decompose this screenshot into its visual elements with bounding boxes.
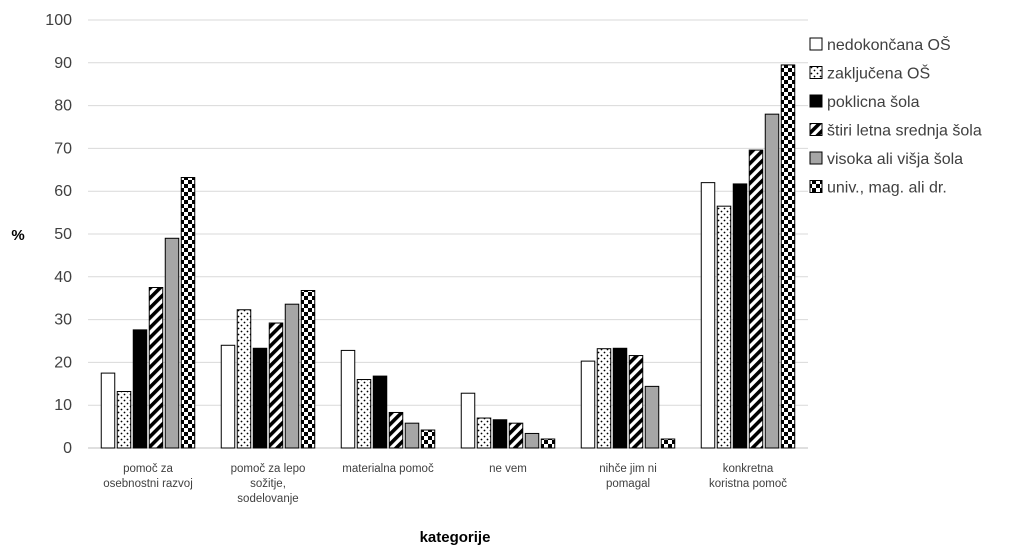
bar bbox=[116, 391, 132, 449]
bar bbox=[460, 392, 476, 449]
y-tick-label: 50 bbox=[54, 226, 72, 243]
x-tick-label: ne vem bbox=[489, 463, 527, 475]
y-axis-ticks: 0 10 20 30 40 50 60 70 80 90 100 bbox=[45, 12, 72, 457]
bar bbox=[492, 419, 508, 449]
legend-swatch bbox=[809, 151, 823, 165]
legend-label: univ., mag. ali dr. bbox=[827, 180, 947, 197]
x-tick-label: konkretna bbox=[723, 463, 774, 475]
y-tick-label: 60 bbox=[54, 183, 72, 200]
bar bbox=[732, 183, 748, 449]
x-tick-label: osebnostni razvoj bbox=[103, 478, 193, 490]
bar bbox=[300, 289, 316, 449]
bar bbox=[100, 372, 116, 449]
bar bbox=[284, 303, 300, 449]
bar bbox=[764, 113, 780, 449]
legend-item: štiri letna srednja šola bbox=[809, 123, 982, 140]
bar bbox=[612, 347, 628, 449]
x-tick-label: sodelovanje bbox=[237, 493, 298, 505]
y-tick-label: 90 bbox=[54, 55, 72, 72]
bar bbox=[252, 347, 268, 449]
bar bbox=[628, 355, 644, 449]
bar bbox=[540, 438, 556, 449]
bar bbox=[220, 344, 236, 449]
bar bbox=[508, 422, 524, 449]
legend-label: poklicna šola bbox=[827, 94, 920, 111]
bar bbox=[420, 429, 436, 449]
x-tick-label: sožitje, bbox=[250, 478, 286, 490]
bar bbox=[404, 422, 420, 449]
bar bbox=[580, 360, 596, 449]
legend-label: zaključena OŠ bbox=[827, 64, 930, 83]
bar bbox=[132, 329, 148, 449]
legend-label: nedokončana OŠ bbox=[827, 35, 951, 54]
bar bbox=[180, 177, 196, 449]
y-tick-label: 10 bbox=[54, 397, 72, 414]
bar bbox=[748, 149, 764, 449]
legend-swatch bbox=[809, 66, 823, 79]
legend-label: štiri letna srednja šola bbox=[827, 123, 982, 140]
y-tick-label: 100 bbox=[45, 12, 72, 29]
legend-item: univ., mag. ali dr. bbox=[809, 180, 947, 197]
y-tick-label: 30 bbox=[54, 312, 72, 329]
y-axis-label: % bbox=[11, 227, 24, 244]
legend: nedokončana OŠ zaključena OŠ poklicna šola… bbox=[809, 35, 982, 197]
bars bbox=[100, 64, 796, 449]
legend-swatch bbox=[809, 94, 823, 108]
y-tick-label: 80 bbox=[54, 98, 72, 115]
x-tick-label: pomoč za bbox=[123, 463, 173, 475]
y-tick-label: 20 bbox=[54, 354, 72, 371]
bar bbox=[356, 379, 372, 449]
legend-label: visoka ali višja šola bbox=[827, 151, 963, 168]
bar bbox=[388, 411, 404, 449]
bar bbox=[372, 375, 388, 449]
x-tick-label: nihče jim ni bbox=[599, 463, 657, 475]
bar bbox=[236, 309, 252, 449]
y-tick-label: 40 bbox=[54, 269, 72, 286]
gridlines bbox=[88, 19, 808, 449]
y-tick-label: 0 bbox=[63, 440, 72, 457]
bar bbox=[716, 205, 732, 449]
legend-swatch bbox=[809, 37, 823, 51]
bar bbox=[164, 237, 180, 449]
bar bbox=[268, 322, 284, 449]
y-tick-label: 70 bbox=[54, 140, 72, 157]
legend-item: zaključena OŠ bbox=[809, 64, 930, 83]
x-tick-label: pomoč za lepo bbox=[231, 463, 306, 475]
x-axis-label: kategorije bbox=[420, 529, 491, 546]
bar bbox=[596, 348, 612, 449]
bar bbox=[524, 432, 540, 449]
legend-item: visoka ali višja šola bbox=[809, 151, 963, 168]
bar bbox=[340, 349, 356, 449]
legend-swatch bbox=[809, 180, 823, 193]
bar bbox=[700, 182, 716, 449]
bar bbox=[476, 417, 492, 449]
legend-item: nedokončana OŠ bbox=[809, 35, 951, 54]
bar bbox=[660, 438, 676, 449]
bar bbox=[148, 287, 164, 449]
x-tick-label: materialna pomoč bbox=[342, 463, 434, 475]
legend-item: poklicna šola bbox=[809, 94, 920, 111]
x-axis-ticks: pomoč za osebnostni razvoj pomoč za lepo so… bbox=[103, 463, 787, 505]
bar bbox=[644, 385, 660, 449]
x-tick-label: koristna pomoč bbox=[709, 478, 787, 490]
bar bbox=[780, 64, 796, 449]
legend-swatch bbox=[809, 123, 823, 136]
x-tick-label: pomagal bbox=[606, 478, 650, 490]
